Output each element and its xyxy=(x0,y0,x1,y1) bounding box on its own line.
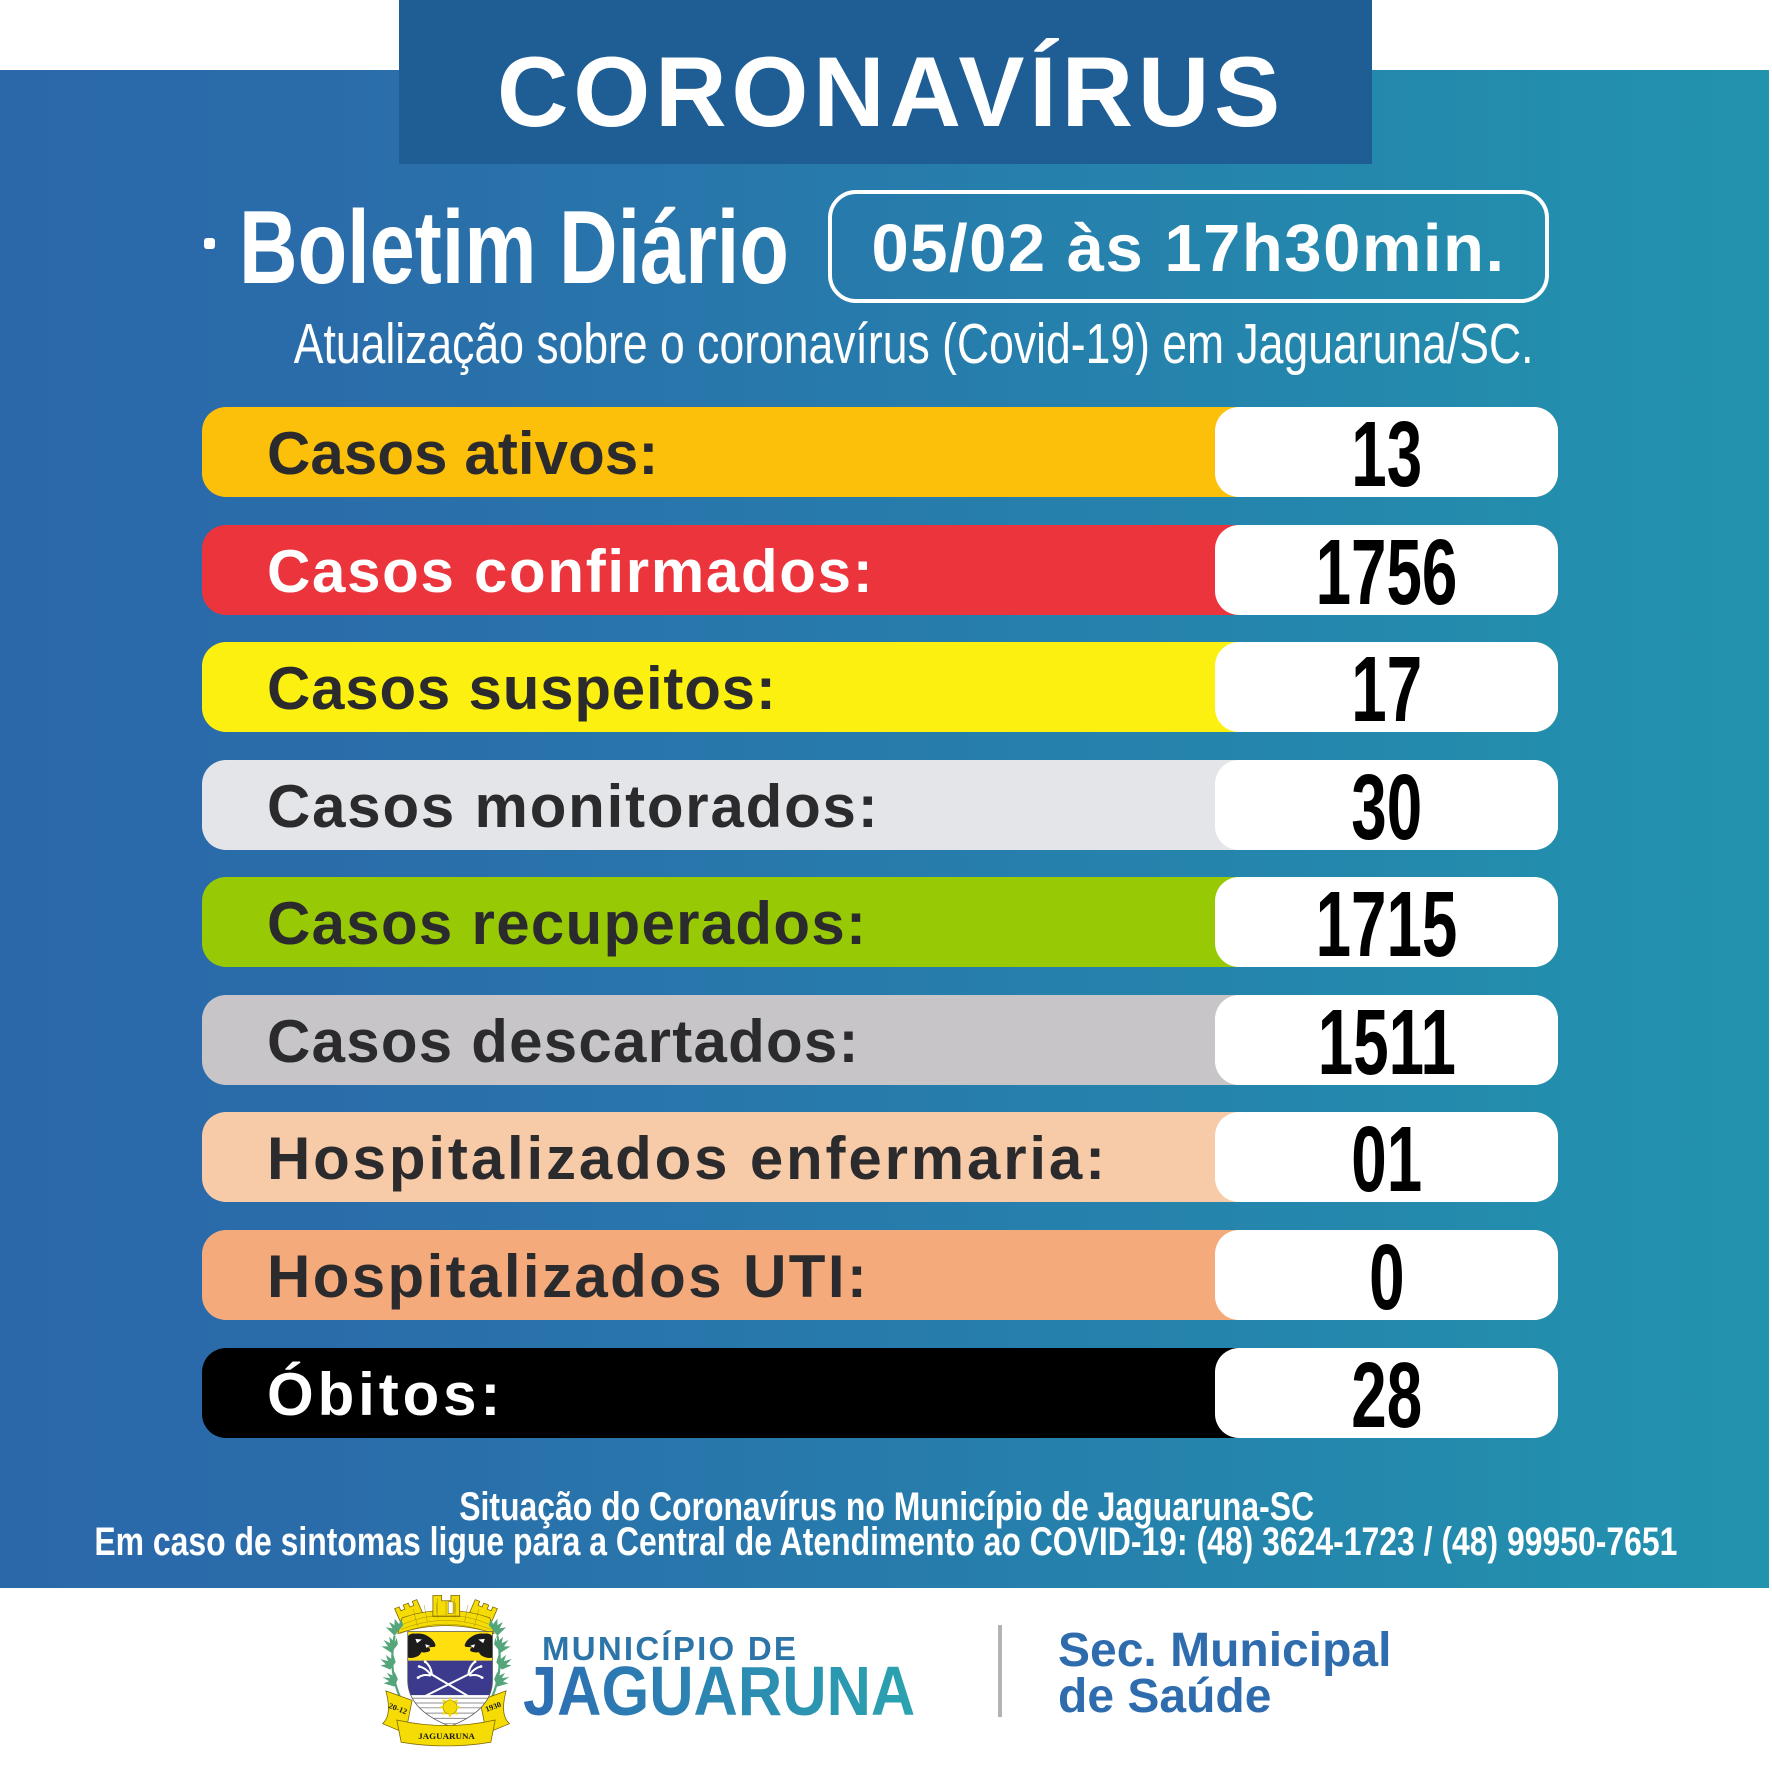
svg-text:JAGUARUNA: JAGUARUNA xyxy=(418,1731,475,1741)
